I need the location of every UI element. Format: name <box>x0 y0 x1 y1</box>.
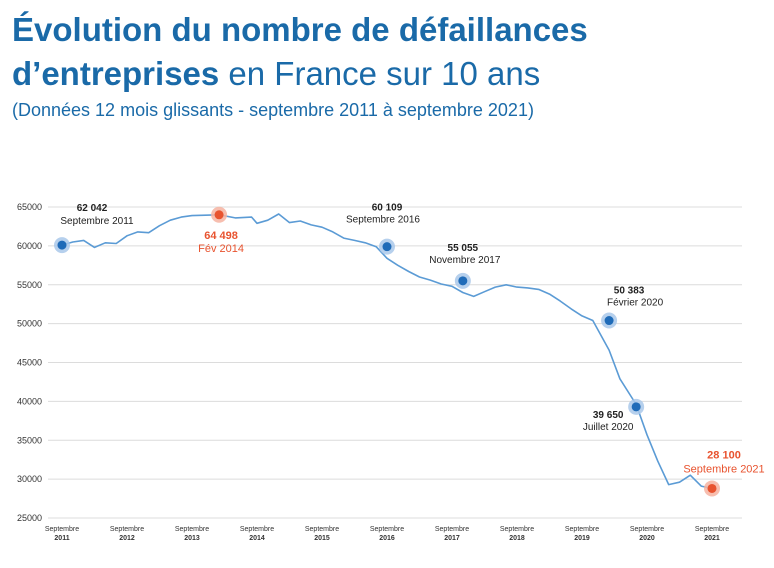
x-tick-year: 2018 <box>509 535 525 542</box>
x-tick-year: 2016 <box>379 535 395 542</box>
data-point-marker <box>707 483 717 493</box>
x-tick-label: Septembre <box>435 526 469 533</box>
x-tick-year: 2015 <box>314 535 330 542</box>
x-tick-year: 2012 <box>119 535 135 542</box>
x-tick-label: Septembre <box>45 526 79 533</box>
series-line <box>61 213 713 490</box>
y-tick-label: 50000 <box>17 319 42 329</box>
data-point-marker <box>604 316 614 326</box>
data-point-marker <box>631 402 641 412</box>
x-tick-label: Septembre <box>630 526 664 533</box>
x-tick-label: Septembre <box>565 526 599 533</box>
x-tick-year: 2017 <box>444 535 460 542</box>
annotation-value: 64 498 <box>204 230 238 242</box>
x-tick-label: Septembre <box>370 526 404 533</box>
x-tick-year: 2011 <box>54 535 69 542</box>
chart-title-line2-bold: d’entreprises <box>12 55 220 92</box>
x-tick-label: Septembre <box>175 526 209 533</box>
annotation-value: 60 109 <box>372 203 403 214</box>
chart-title-line1: Évolution du nombre de défaillances <box>12 11 588 48</box>
chart-title-line2: d’entreprises en France sur 10 ans <box>12 52 588 96</box>
annotation-label: Novembre 2017 <box>429 255 501 266</box>
data-point-marker <box>382 242 392 252</box>
grid <box>48 206 742 519</box>
annotation-label: Septembre 2016 <box>346 215 420 226</box>
y-tick-label: 40000 <box>17 396 42 406</box>
x-tick-label: Septembre <box>305 526 339 533</box>
x-tick-year: 2014 <box>249 535 265 542</box>
x-tick-label: Septembre <box>500 526 534 533</box>
y-axis: 25000 30000 35000 40000 45000 50000 55000 60000… <box>17 202 42 523</box>
x-tick-year: 2021 <box>704 535 720 542</box>
y-tick-label: 55000 <box>17 280 42 290</box>
y-tick-label: 35000 <box>17 435 42 445</box>
annotation-label: Septembre 2011 <box>60 216 134 227</box>
y-tick-label: 25000 <box>17 513 42 523</box>
data-point-marker <box>214 210 224 220</box>
x-tick-label: Septembre <box>240 526 274 533</box>
annotation-label: Juillet 2020 <box>583 422 634 433</box>
chart-subtitle: (Données 12 mois glissants - septembre 2… <box>12 100 534 120</box>
title-block: Évolution du nombre de défaillances d’en… <box>12 8 588 122</box>
y-tick-label: 65000 <box>17 202 42 212</box>
annotation-value: 55 055 <box>448 243 479 254</box>
annotation-value: 50 383 <box>614 286 645 297</box>
annotation-value: 39 650 <box>593 410 624 421</box>
series-group <box>61 213 713 490</box>
x-tick-year: 2019 <box>574 535 590 542</box>
x-tick-label: Septembre <box>110 526 144 533</box>
annotation-label: Février 2020 <box>607 298 664 309</box>
data-point-marker <box>458 276 468 286</box>
chart-title-line2-rest: en France sur 10 ans <box>219 55 541 92</box>
annotation-value: 28 100 <box>707 449 741 461</box>
annotation-value: 62 042 <box>77 203 108 214</box>
annotation-label: Septembre 2021 <box>683 463 764 475</box>
y-tick-label: 60000 <box>17 241 42 251</box>
annotation-label: Fév 2014 <box>198 243 244 255</box>
data-point-marker <box>57 240 67 250</box>
y-tick-label: 30000 <box>17 474 42 484</box>
x-tick-year: 2020 <box>639 535 655 542</box>
y-tick-label: 45000 <box>17 358 42 368</box>
x-axis: Septembre 2011 Septembre 2012 Septembre 2013 S… <box>45 526 729 542</box>
x-tick-label: Septembre <box>695 526 729 533</box>
x-tick-year: 2013 <box>184 535 200 542</box>
